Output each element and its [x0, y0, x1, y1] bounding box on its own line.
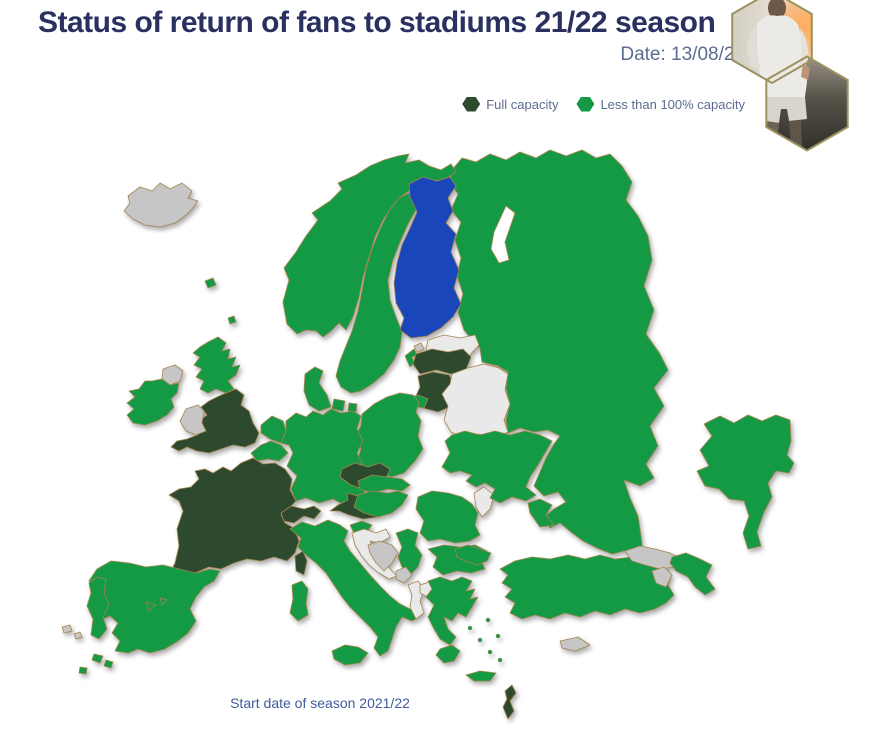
country-denmark [303, 366, 358, 413]
country-romania [415, 490, 481, 544]
country-armenia [651, 566, 673, 588]
country-kazakhstan [696, 414, 795, 550]
country-turkey [499, 554, 675, 620]
country-germany [280, 408, 366, 507]
country-norway [282, 153, 457, 338]
country-slovakia [357, 474, 411, 494]
country-poland [354, 392, 424, 478]
turkey-european-part [454, 544, 492, 566]
country-hungary [353, 490, 409, 518]
country-ukraine [441, 430, 553, 504]
white-sea [490, 205, 516, 264]
country-azerbaijan [669, 552, 716, 596]
country-scotland [192, 336, 241, 394]
syria-edge [559, 636, 591, 652]
country-belarus [441, 363, 511, 439]
faroe-islands [204, 277, 217, 289]
country-bosnia [367, 540, 399, 572]
atlantic-islands-green [78, 653, 114, 675]
shetland-islands [227, 315, 237, 325]
atlantic-islands-gray [61, 624, 83, 640]
hexagon-border-bottom [765, 55, 849, 152]
country-netherlands [260, 415, 287, 444]
legend: Full capacity Less than 100% capacity [400, 93, 745, 115]
country-moldova [473, 486, 495, 518]
map-caption: Start date of season 2021/22 [230, 695, 410, 711]
island-corsica [294, 550, 308, 576]
country-france [168, 457, 300, 576]
legend-item-less-capacity: Less than 100% capacity [576, 96, 745, 112]
country-iceland [123, 182, 199, 228]
country-belgium [250, 440, 289, 462]
country-wales [179, 404, 207, 436]
country-greece [425, 576, 479, 646]
country-england [170, 388, 260, 454]
island-sicily [331, 644, 369, 666]
country-portugal [86, 576, 110, 640]
country-finland [393, 176, 462, 339]
island-crete [465, 670, 497, 682]
legend-item-full-capacity: Full capacity [462, 96, 559, 112]
balearic-islands [145, 597, 168, 612]
island-sardinia [289, 580, 309, 622]
country-switzerland [280, 505, 322, 524]
peloponnese [435, 644, 461, 664]
date-label: Date: 13/08/21 [620, 44, 745, 65]
page-title: Status of return of fans to stadiums 21/… [38, 6, 716, 39]
legend-label: Full capacity [486, 96, 559, 112]
full-capacity-hex-icon [462, 96, 481, 112]
country-spain [88, 560, 221, 654]
country-italy [289, 519, 423, 657]
country-serbia [395, 528, 423, 576]
crimea [527, 498, 555, 528]
country-montenegro [395, 566, 413, 584]
hexagon-border-top [731, 0, 813, 85]
aegean-islands [467, 617, 503, 663]
fan-photo-hexagon-collage [690, 0, 880, 160]
legend-label: Less than 100% capacity [600, 96, 745, 112]
country-ireland [126, 378, 180, 426]
less-capacity-hex-icon [576, 96, 595, 112]
country-cyprus [502, 684, 517, 720]
